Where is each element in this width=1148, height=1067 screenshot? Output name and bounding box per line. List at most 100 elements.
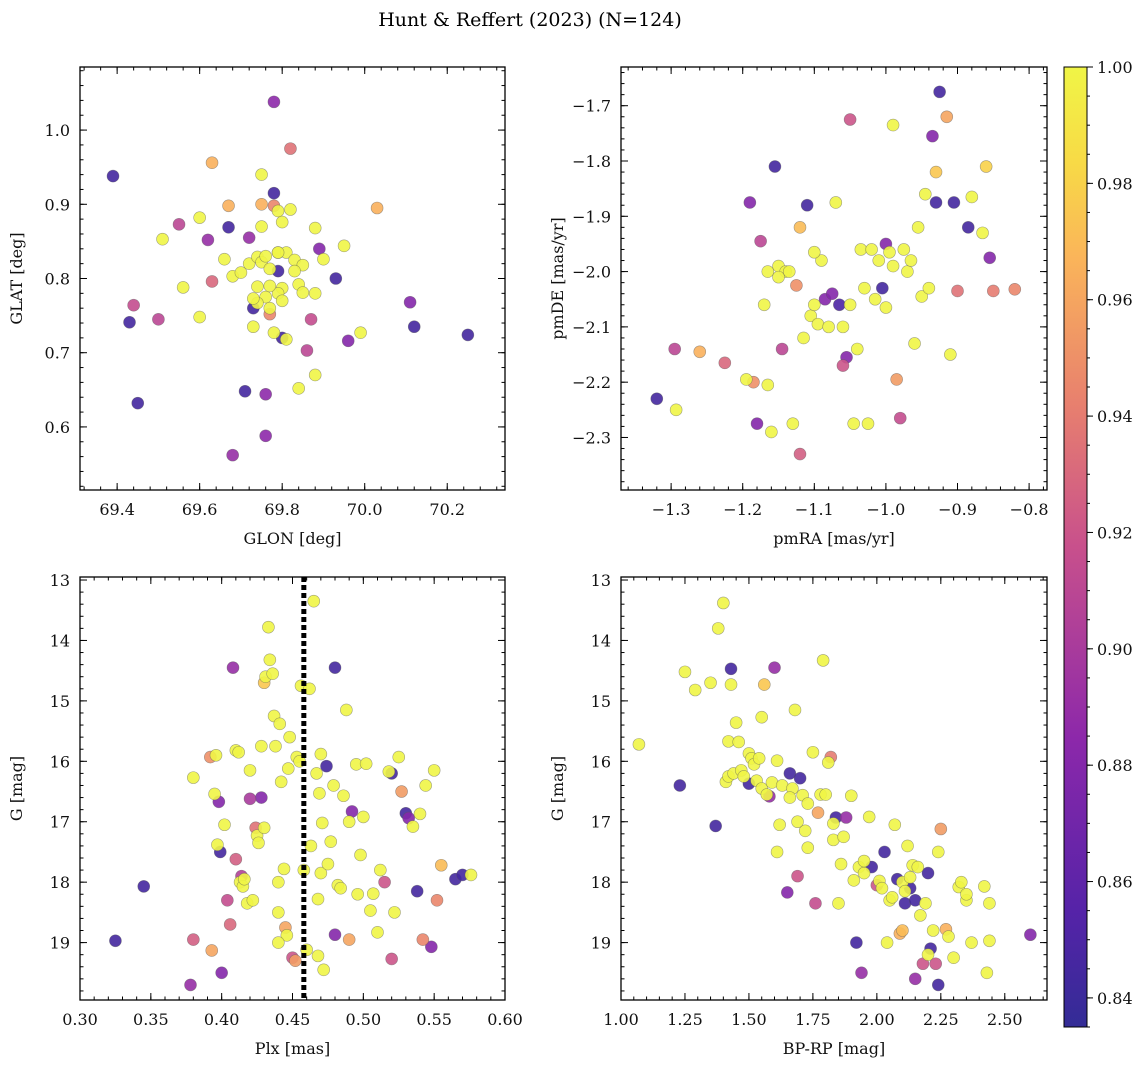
- scatter-point: [822, 320, 835, 334]
- scatter-point: [303, 682, 316, 696]
- scatter-point: [238, 384, 252, 398]
- scatter-point: [978, 880, 991, 893]
- scatter-point: [754, 234, 767, 248]
- scatter-point: [816, 654, 830, 667]
- scatter-point: [172, 218, 186, 231]
- scatter-point: [266, 667, 279, 680]
- colorbar-tick-label: 0.90: [1097, 640, 1133, 659]
- scatter-point: [359, 757, 373, 771]
- panel-1: 69.4 69.6 69.8 70.0 70.2 0.6 0.7 0.8 0.9 1.0 GLON …: [7, 66, 506, 548]
- scatter-point: [246, 893, 260, 907]
- scatter-point: [809, 897, 822, 910]
- scatter-point: [788, 703, 802, 717]
- scatter-point: [354, 848, 367, 862]
- scatter-point: [980, 966, 994, 980]
- scatter-point: [768, 661, 781, 674]
- scatter-point: [827, 817, 840, 830]
- scatter-point: [366, 887, 380, 900]
- x-tick-label: 0.50: [346, 1010, 382, 1029]
- scatter-point: [187, 933, 200, 946]
- scatter-point: [965, 190, 979, 204]
- colorbar-tick-label: 0.98: [1097, 174, 1133, 193]
- x-tick-label: 2.50: [987, 1010, 1023, 1029]
- scatter-point: [137, 880, 151, 893]
- scatter-point: [176, 281, 190, 294]
- scatter-point: [263, 301, 277, 315]
- scatter-point: [337, 789, 350, 803]
- scatter-point: [317, 963, 330, 977]
- scatter-point: [782, 265, 796, 278]
- scatter-point: [388, 906, 401, 919]
- scatter-point: [862, 810, 876, 824]
- points: [650, 85, 1022, 461]
- scatter-point: [284, 203, 297, 216]
- scatter-point: [403, 295, 417, 309]
- scatter-point: [342, 815, 356, 829]
- scatter-point: [914, 909, 927, 922]
- scatter-point: [908, 972, 922, 986]
- scatter-point: [811, 317, 825, 331]
- scatter-point: [406, 820, 420, 833]
- scatter-point: [797, 331, 810, 345]
- axes-frame: [79, 66, 506, 491]
- scatter-point: [850, 342, 864, 356]
- scatter-point: [243, 764, 257, 777]
- y-tick-label: 15: [591, 692, 611, 711]
- scatter-point: [987, 284, 1000, 298]
- scatter-point: [221, 893, 234, 907]
- scatter-point: [222, 220, 235, 234]
- scatter-point: [951, 284, 964, 298]
- colorbar-tick-label: 0.96: [1097, 291, 1133, 310]
- scatter-point: [801, 841, 815, 855]
- y-tick-label: 15: [50, 692, 70, 711]
- scatter-point: [131, 396, 145, 410]
- scatter-point: [979, 160, 993, 173]
- scatter-point: [205, 944, 219, 957]
- scatter-point: [854, 243, 868, 256]
- scatter-point: [922, 281, 936, 295]
- scatter-point: [211, 838, 224, 851]
- scatter-point: [340, 703, 353, 717]
- scatter-point: [277, 862, 291, 876]
- scatter-point: [933, 85, 946, 99]
- scatter-point: [650, 392, 664, 406]
- scatter-point: [247, 320, 260, 334]
- scatter-point: [314, 866, 328, 880]
- scatter-point: [806, 745, 820, 759]
- x-tick-label: −1.3: [652, 500, 691, 519]
- scatter-point: [410, 884, 424, 898]
- scatter-point: [395, 785, 408, 798]
- scatter-point: [328, 928, 342, 942]
- scatter-point: [929, 196, 943, 209]
- scatter-point: [861, 417, 875, 430]
- scatter-point: [896, 924, 909, 937]
- scatter-point: [184, 978, 197, 992]
- scatter-point: [811, 806, 825, 819]
- scatter-point: [944, 348, 957, 361]
- scatter-point: [267, 326, 281, 339]
- scatter-point: [308, 221, 322, 235]
- scatter-point: [732, 735, 745, 749]
- scatter-point: [320, 759, 333, 773]
- scatter-point: [257, 821, 271, 835]
- scatter-point: [770, 845, 784, 859]
- scatter-point: [775, 342, 789, 356]
- scatter-point: [378, 875, 391, 889]
- x-tick-label: 1.50: [731, 1010, 767, 1029]
- scatter-point: [337, 239, 351, 253]
- y-tick-label: 0.7: [45, 344, 70, 363]
- scatter-point: [222, 199, 235, 213]
- y-tick-label: −2.3: [572, 428, 611, 447]
- scatter-point: [786, 417, 800, 430]
- scatter-point: [259, 429, 272, 443]
- scatter-point: [865, 243, 878, 256]
- panels: 69.4 69.6 69.8 70.0 70.2 0.6 0.7 0.8 0.9 1.0 GLON …: [7, 66, 1049, 1058]
- y-tick-label: −2.2: [572, 373, 611, 392]
- scatter-point: [321, 857, 335, 871]
- scatter-point: [304, 313, 318, 326]
- y-tick-label: 1.0: [45, 121, 70, 140]
- scatter-point: [317, 252, 330, 266]
- y-tick-label: 0.8: [45, 270, 70, 289]
- colorbar-tick-label: 0.94: [1097, 407, 1133, 426]
- scatter-point: [893, 411, 907, 425]
